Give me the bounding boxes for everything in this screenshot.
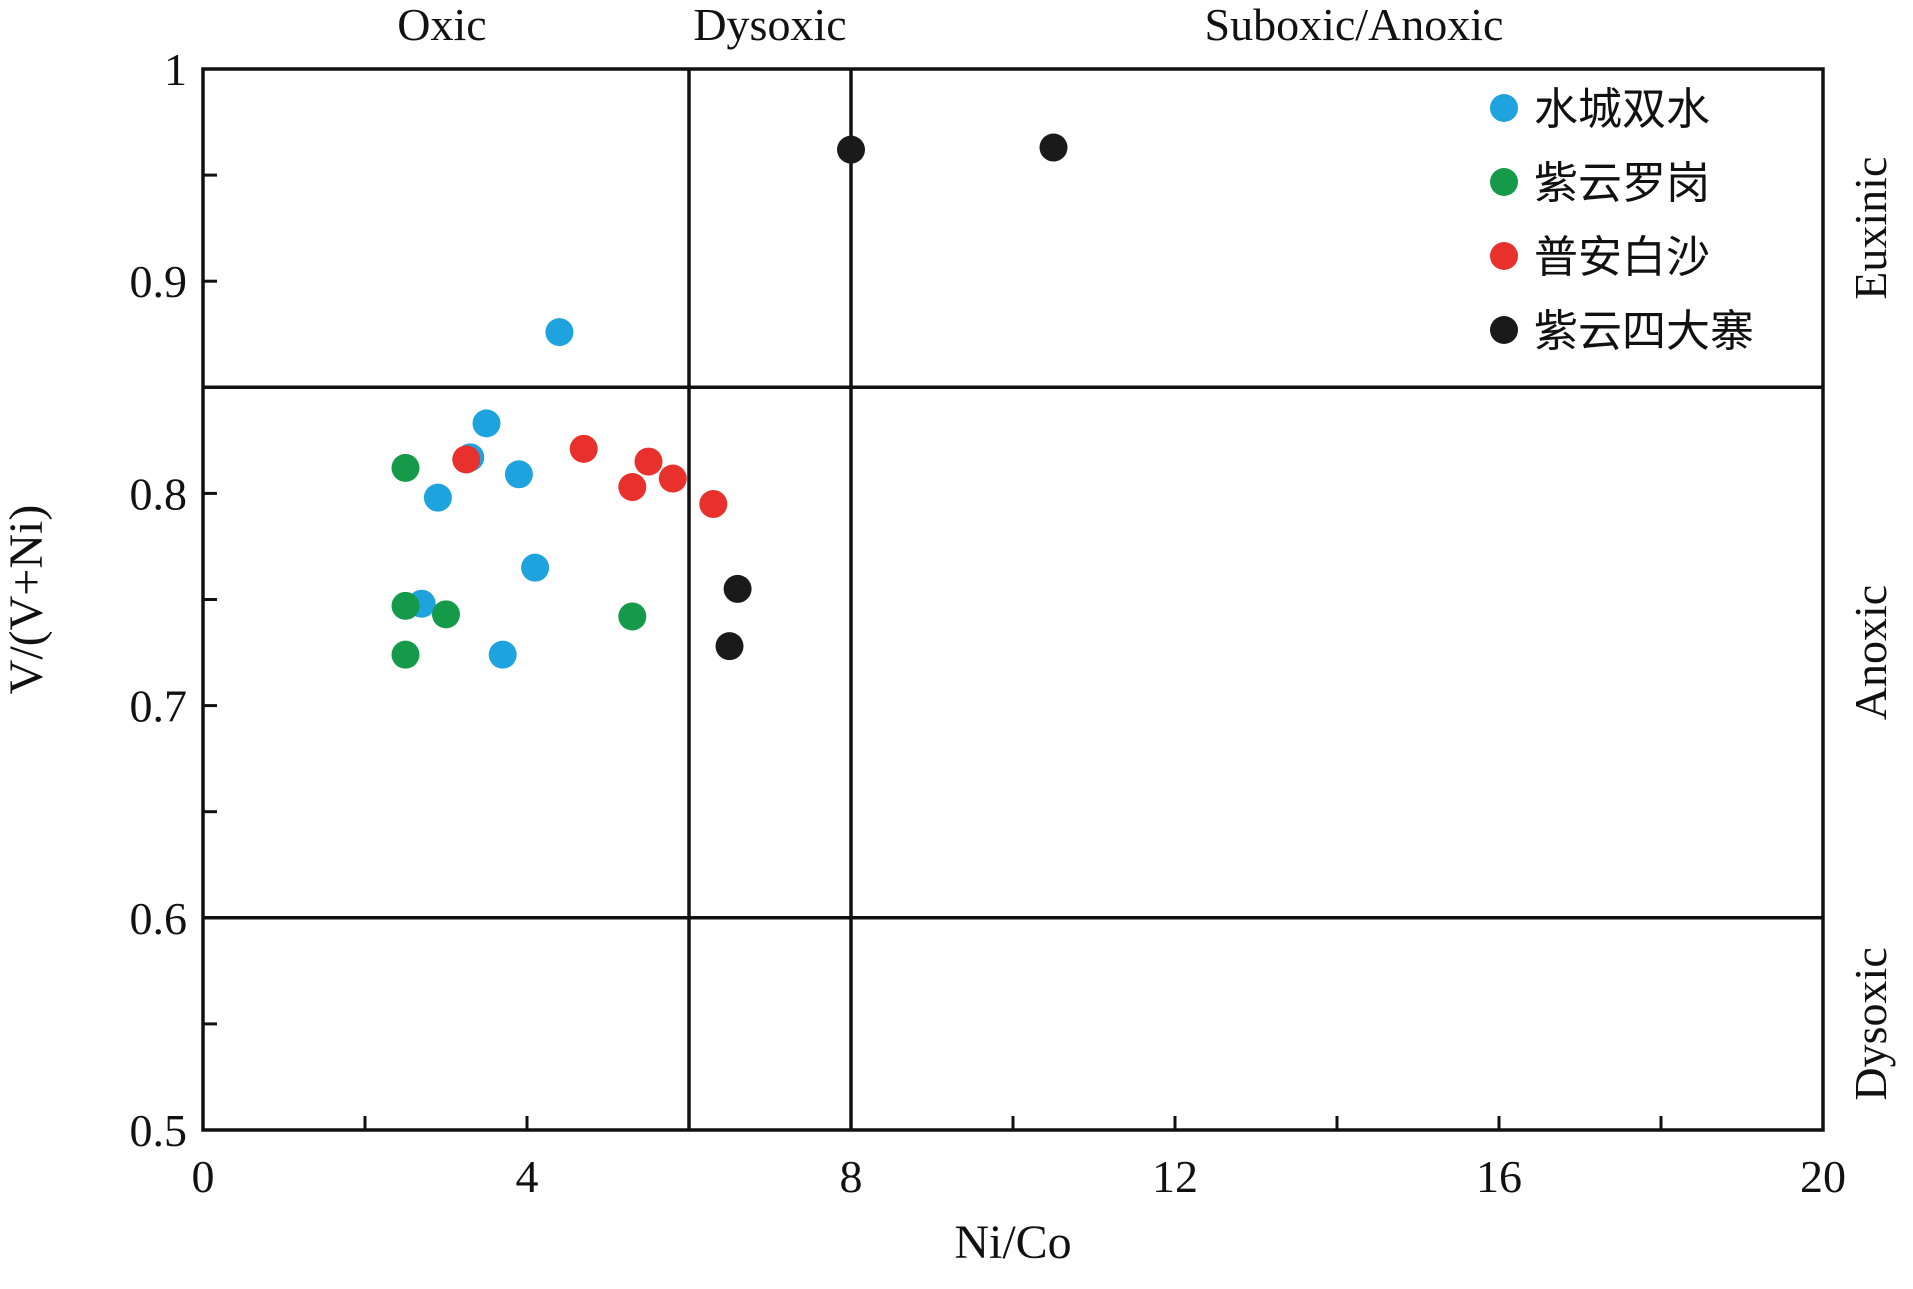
x-tick-label: 8 [840, 1151, 863, 1202]
y-tick-label: 0.9 [130, 256, 188, 307]
y-tick-label: 0.7 [130, 681, 188, 732]
data-point-s1-1 [391, 591, 420, 620]
data-point-s3-3 [715, 632, 744, 661]
plot-frame [201, 67, 1825, 1132]
data-point-s0-5 [521, 553, 550, 582]
y-tick-label: 1 [164, 44, 187, 95]
data-point-s2-0 [452, 445, 481, 474]
data-point-s1-0 [391, 453, 420, 482]
data-point-s3-1 [1039, 133, 1068, 162]
data-point-s1-3 [391, 640, 420, 669]
top-zone-label: Oxic [397, 0, 486, 50]
axis-ticks [201, 67, 1825, 1132]
data-point-s2-5 [699, 490, 728, 519]
x-tick-label: 12 [1152, 1151, 1198, 1202]
x-tick-label: 0 [192, 1151, 215, 1202]
right-zone-label: Anoxic [1845, 585, 1896, 720]
right-zone-label: Euxinic [1845, 157, 1896, 300]
x-axis-label: Ni/Co [954, 1216, 1071, 1269]
boundary-lines [203, 69, 1823, 1130]
y-tick-label: 0.5 [130, 1105, 188, 1156]
right-zone-label: Dysoxic [1845, 947, 1896, 1100]
legend-label: 紫云罗岗 [1534, 158, 1710, 209]
legend-label: 紫云四大寨 [1534, 306, 1754, 357]
data-point-s1-4 [618, 602, 647, 631]
data-point-s3-0 [837, 135, 865, 164]
data-points [391, 133, 1068, 669]
data-point-s2-4 [658, 464, 687, 493]
zone-labels: Oxic Dysoxic Suboxic/Anoxic Euxinic Anoxic Dy… [397, 0, 1896, 1101]
legend-marker [1490, 242, 1518, 270]
legend-label: 普安白沙 [1534, 232, 1710, 283]
data-point-s3-2 [723, 574, 752, 603]
legend-marker [1490, 316, 1518, 344]
legend-marker [1490, 168, 1518, 196]
data-point-s0-2 [423, 483, 452, 512]
legend-marker [1490, 94, 1518, 122]
top-zone-label: Dysoxic [693, 0, 846, 50]
data-point-s2-3 [618, 473, 647, 502]
top-zone-label: Suboxic/Anoxic [1205, 0, 1504, 50]
data-point-s0-3 [504, 460, 533, 489]
legend-label: 水城双水 [1534, 84, 1710, 135]
data-point-s0-7 [488, 640, 517, 669]
axis-tick-labels: 0 4 8 12 16 20 0.5 0.6 0.7 0.8 0.9 1 [130, 44, 1847, 1202]
y-tick-label: 0.8 [130, 468, 188, 519]
y-tick-label: 0.6 [130, 893, 188, 944]
x-tick-label: 20 [1800, 1151, 1846, 1202]
x-tick-label: 16 [1476, 1151, 1522, 1202]
x-tick-label: 4 [516, 1151, 539, 1202]
data-point-s0-4 [545, 318, 574, 347]
data-point-s0-1 [472, 409, 501, 438]
data-point-s1-2 [432, 600, 460, 629]
data-point-s2-1 [569, 434, 598, 463]
y-axis-label: V/(V+Ni) [0, 505, 53, 695]
data-point-s2-2 [634, 447, 663, 476]
